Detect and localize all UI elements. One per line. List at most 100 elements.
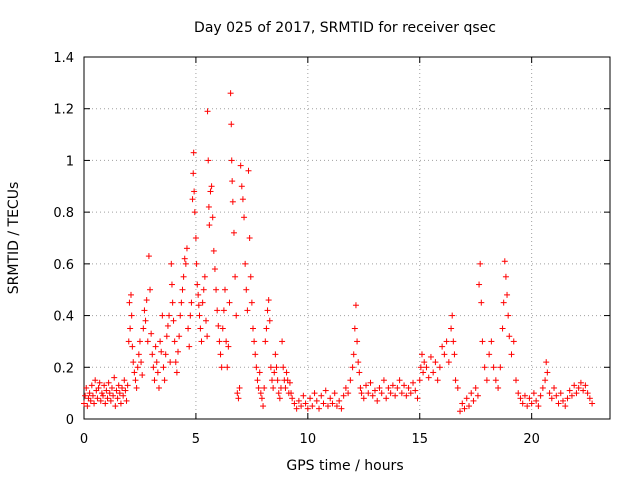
data-point bbox=[318, 392, 325, 399]
data-point bbox=[211, 266, 218, 273]
data-point bbox=[141, 307, 148, 314]
data-point bbox=[136, 338, 143, 345]
data-point bbox=[161, 377, 168, 384]
data-point bbox=[216, 338, 223, 345]
data-point bbox=[155, 384, 162, 391]
data-point bbox=[539, 384, 546, 391]
data-point bbox=[87, 397, 94, 404]
data-point bbox=[275, 390, 282, 397]
data-point bbox=[329, 400, 336, 407]
y-tick-label: 0.6 bbox=[53, 258, 74, 273]
data-point bbox=[177, 312, 184, 319]
data-point bbox=[497, 364, 504, 371]
data-point bbox=[239, 196, 246, 203]
data-point bbox=[241, 214, 248, 221]
data-point bbox=[289, 395, 296, 402]
data-point bbox=[197, 325, 204, 332]
data-point bbox=[106, 390, 113, 397]
data-point bbox=[153, 359, 160, 366]
data-point bbox=[243, 286, 250, 293]
data-point bbox=[167, 359, 174, 366]
data-point bbox=[327, 395, 334, 402]
data-point bbox=[149, 351, 156, 358]
y-tick-label: 0 bbox=[66, 413, 74, 428]
data-point bbox=[340, 392, 347, 399]
data-point bbox=[477, 260, 484, 267]
data-point bbox=[316, 405, 323, 412]
data-point bbox=[367, 379, 374, 386]
data-point bbox=[83, 384, 90, 391]
data-point bbox=[228, 157, 235, 164]
data-point bbox=[110, 392, 117, 399]
data-point bbox=[116, 390, 123, 397]
data-point bbox=[311, 390, 318, 397]
data-point bbox=[108, 384, 115, 391]
data-point bbox=[449, 312, 456, 319]
data-point bbox=[147, 286, 154, 293]
data-point bbox=[537, 392, 544, 399]
data-point bbox=[150, 364, 157, 371]
data-point bbox=[417, 364, 424, 371]
data-point bbox=[253, 364, 260, 371]
data-point bbox=[103, 387, 110, 394]
data-point bbox=[502, 273, 509, 280]
data-point bbox=[425, 374, 432, 381]
y-tick-label: 0.8 bbox=[53, 206, 74, 221]
data-point bbox=[291, 400, 298, 407]
data-point bbox=[193, 260, 200, 267]
data-point bbox=[461, 405, 468, 412]
data-point bbox=[333, 403, 340, 410]
data-point bbox=[204, 108, 211, 115]
data-point bbox=[92, 377, 99, 384]
data-point bbox=[168, 260, 175, 267]
data-point bbox=[443, 338, 450, 345]
data-point bbox=[463, 395, 470, 402]
data-point bbox=[135, 351, 142, 358]
data-point bbox=[91, 400, 98, 407]
data-point bbox=[168, 281, 175, 288]
data-point bbox=[188, 299, 195, 306]
data-point bbox=[345, 390, 352, 397]
data-point bbox=[266, 317, 273, 324]
data-point bbox=[88, 382, 95, 389]
data-point bbox=[201, 273, 208, 280]
points-layer bbox=[81, 90, 596, 415]
data-point bbox=[213, 286, 220, 293]
data-point bbox=[128, 312, 135, 319]
data-point bbox=[256, 369, 263, 376]
data-point bbox=[371, 387, 378, 394]
y-tick-label: 0.4 bbox=[53, 310, 74, 325]
data-point bbox=[113, 387, 120, 394]
data-point bbox=[95, 384, 102, 391]
data-point bbox=[548, 395, 555, 402]
data-point bbox=[474, 392, 481, 399]
data-point bbox=[157, 338, 164, 345]
data-point bbox=[245, 167, 252, 174]
data-point bbox=[195, 302, 202, 309]
data-point bbox=[451, 351, 458, 358]
data-point bbox=[195, 291, 202, 298]
data-point bbox=[279, 338, 286, 345]
data-point bbox=[258, 395, 265, 402]
data-point bbox=[107, 397, 114, 404]
data-point bbox=[217, 351, 224, 358]
data-point bbox=[479, 338, 486, 345]
data-point bbox=[385, 384, 392, 391]
data-point bbox=[218, 364, 225, 371]
data-point bbox=[132, 377, 139, 384]
data-point bbox=[349, 364, 356, 371]
data-point bbox=[273, 364, 280, 371]
data-point bbox=[263, 325, 270, 332]
data-point bbox=[97, 397, 104, 404]
data-point bbox=[94, 395, 101, 402]
data-point bbox=[304, 405, 311, 412]
data-point bbox=[262, 338, 269, 345]
data-point bbox=[286, 379, 293, 386]
data-point bbox=[124, 382, 131, 389]
data-point bbox=[309, 403, 316, 410]
data-point bbox=[302, 400, 309, 407]
data-point bbox=[223, 338, 230, 345]
data-point bbox=[524, 403, 531, 410]
data-point bbox=[452, 377, 459, 384]
data-point bbox=[166, 312, 173, 319]
